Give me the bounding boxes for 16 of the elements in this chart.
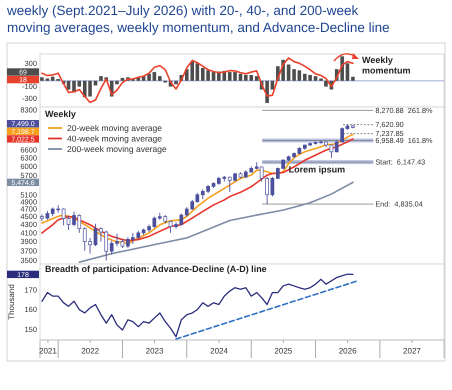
x-tick-label: 2025 — [274, 346, 293, 356]
x-tick-label: 2027 — [403, 346, 422, 356]
legend-label: 200-week moving average — [67, 144, 167, 154]
annotation: Lorem ipsum — [288, 164, 346, 174]
legend-label: 40-week moving average — [67, 134, 162, 144]
x-tick-label: 2022 — [81, 346, 100, 356]
y-axis-title: Thousand — [7, 284, 16, 320]
x-tick-label: 2023 — [146, 346, 164, 356]
chart-title: Breadth of participation: Advance-Decline (A-D) line — [45, 264, 267, 274]
annotation: Weekly momentum — [362, 55, 411, 76]
chart-title: weekly (Sept.2021–July 2026) with 20-, 40-, and 200-week moving averages, weekly momentum, and Advance-Decline line — [6, 3, 390, 35]
x-tick-label: 2026 — [338, 346, 358, 356]
x-tick-label: 2024 — [210, 346, 228, 356]
legend-label: 20-week moving average — [67, 123, 162, 133]
chart-title: Weekly — [45, 109, 76, 119]
x-tick-label: 2021 — [39, 346, 58, 356]
